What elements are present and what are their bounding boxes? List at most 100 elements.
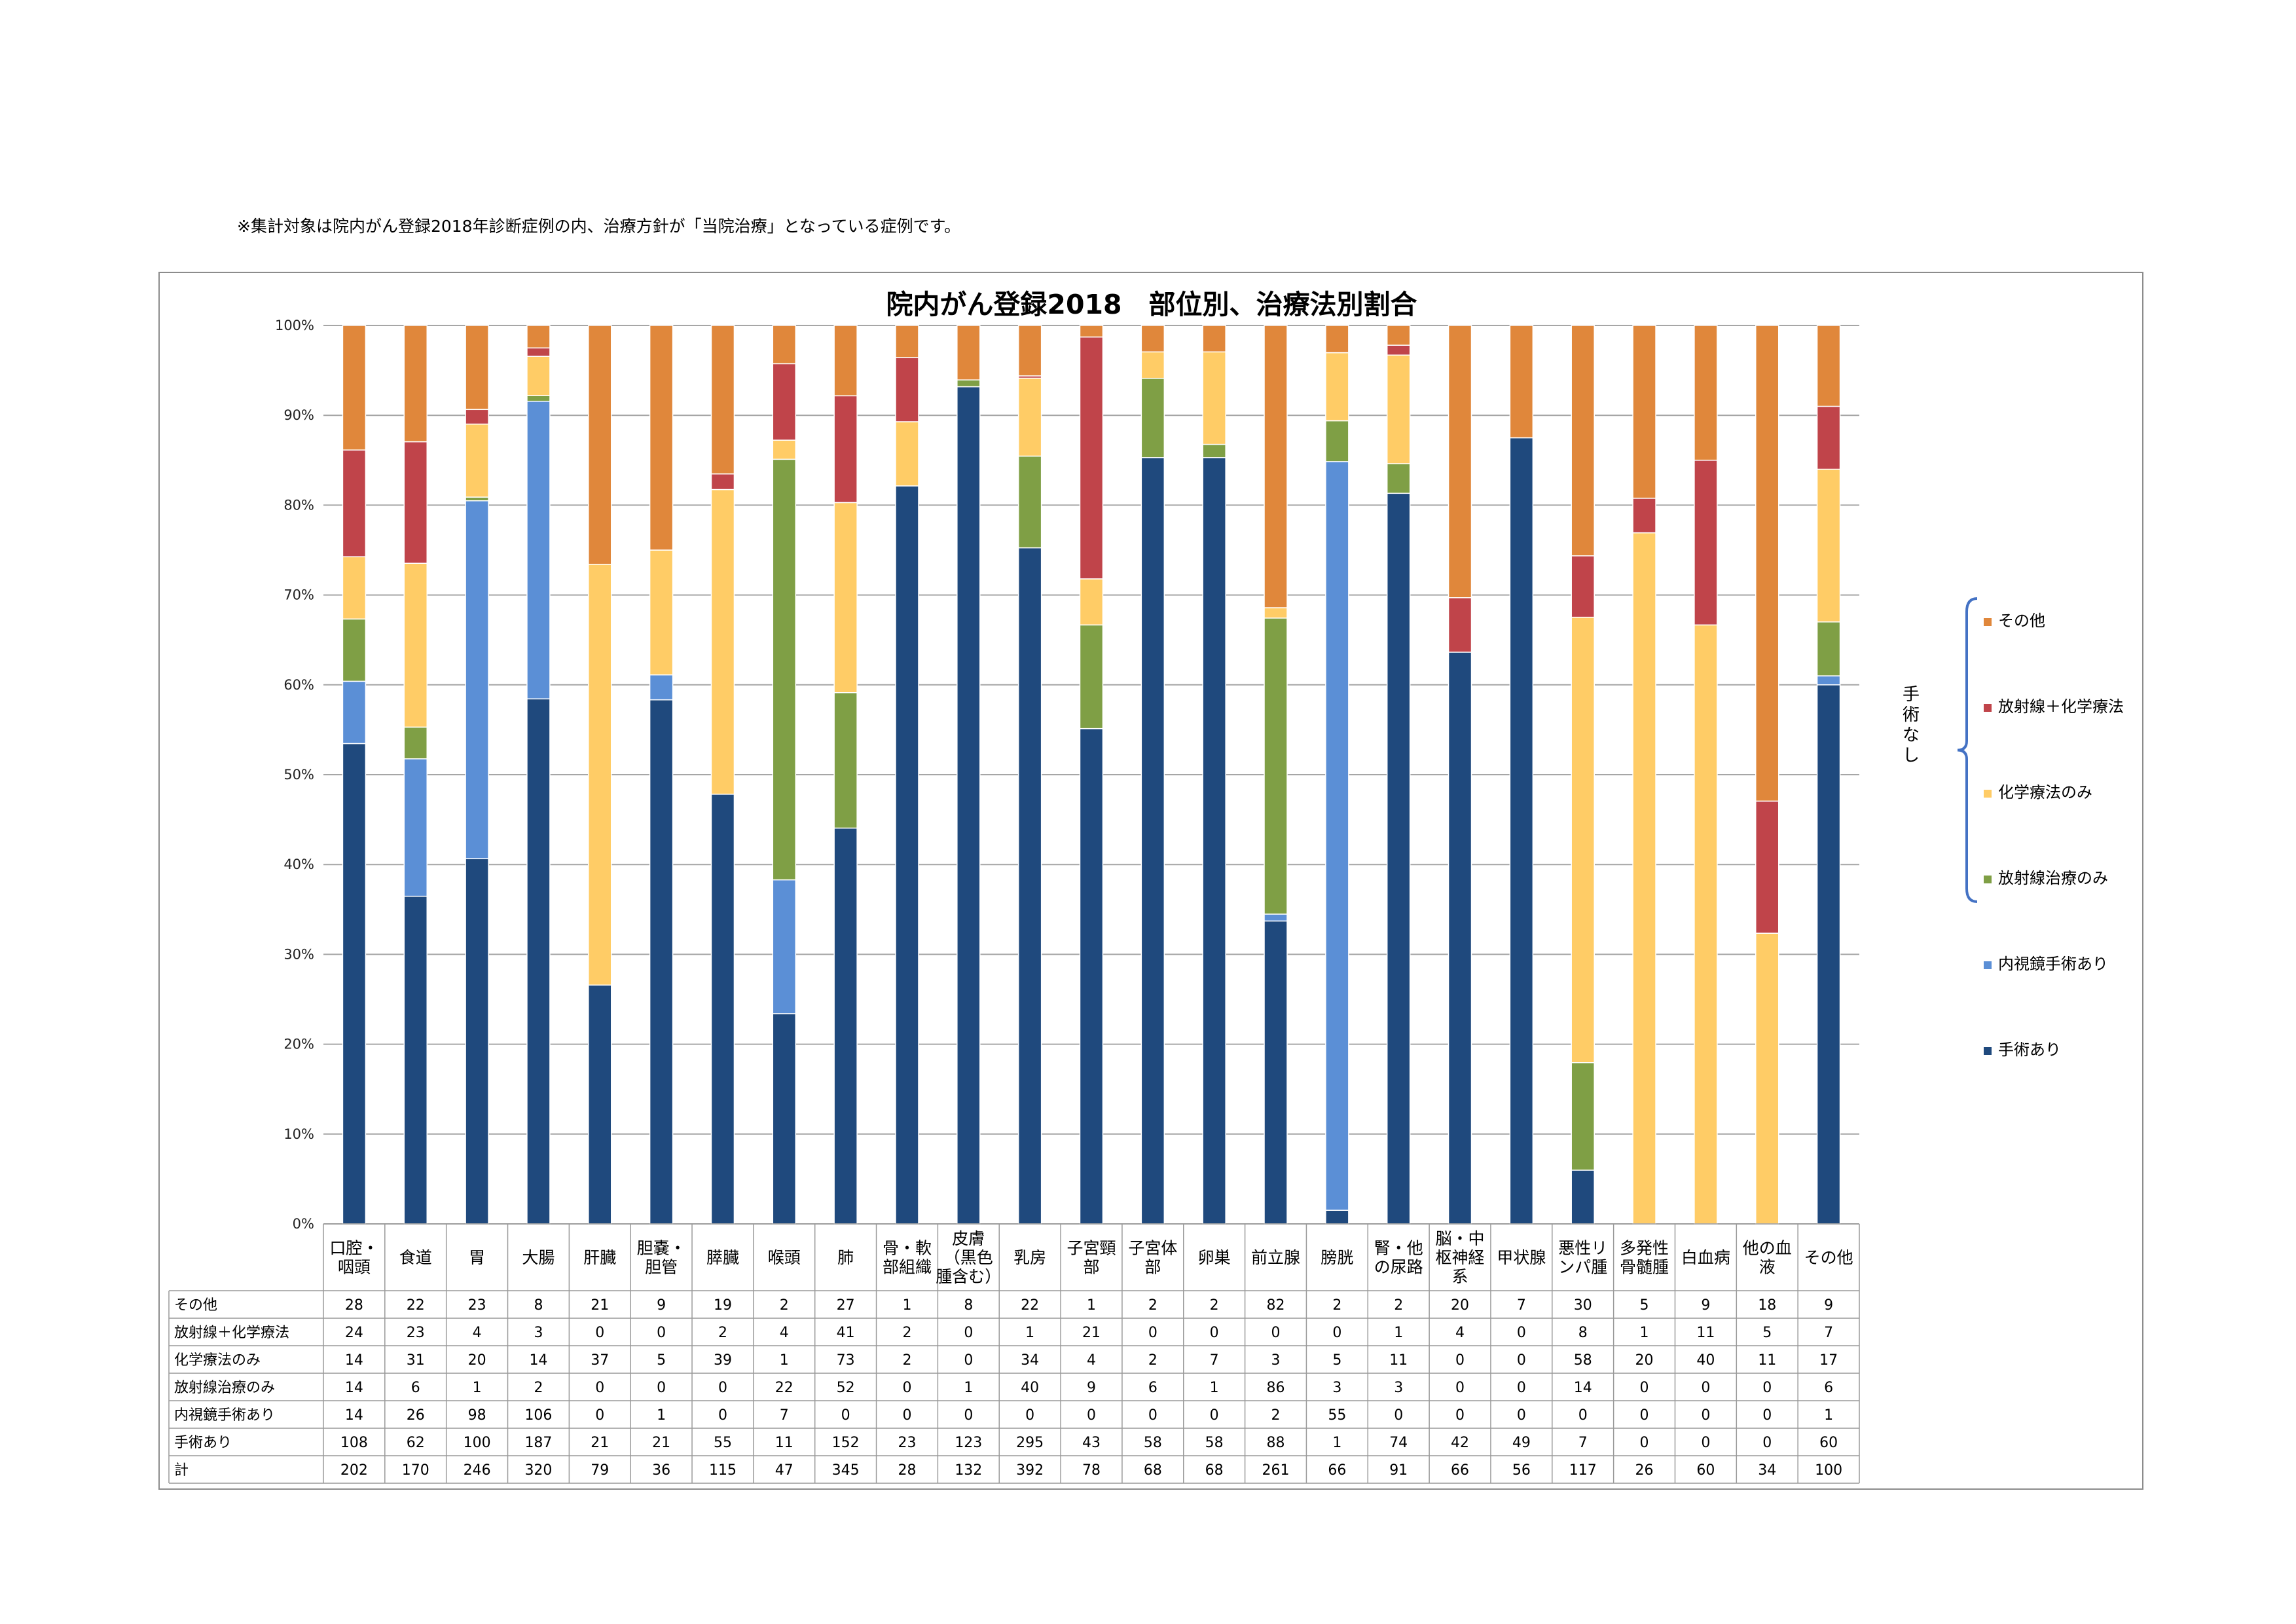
bar-segment bbox=[772, 439, 797, 460]
table-cell: 295 bbox=[1016, 1435, 1044, 1451]
table-cell: 2 bbox=[718, 1325, 727, 1341]
category-label: 咽頭 bbox=[338, 1258, 371, 1277]
category-label: 胃 bbox=[469, 1248, 485, 1267]
table-cell: 22 bbox=[775, 1380, 793, 1396]
table-cell: 170 bbox=[402, 1462, 429, 1479]
bar-segment bbox=[1079, 624, 1104, 729]
bar-segment bbox=[526, 325, 551, 349]
table-cell: 1 bbox=[657, 1407, 666, 1424]
chart-frame: 院内がん登録2018 部位別、治療法別割合 0% 10% 20% 30% 40% 50% 6… bbox=[158, 272, 2143, 1490]
bar-segment bbox=[1325, 352, 1349, 422]
table-cell: 9 bbox=[1087, 1380, 1096, 1396]
table-cell: 73 bbox=[837, 1352, 855, 1369]
bar-segment bbox=[772, 325, 797, 365]
bar-segment bbox=[465, 423, 489, 498]
table-cell: 21 bbox=[1082, 1325, 1101, 1341]
bar-segment bbox=[1816, 405, 1841, 470]
bar-segment bbox=[1017, 455, 1042, 549]
table-cell: 2 bbox=[902, 1325, 911, 1341]
table-cell: 17 bbox=[1819, 1352, 1838, 1369]
category-label: 子宮頸 bbox=[1066, 1239, 1116, 1258]
table-cell: 0 bbox=[1762, 1407, 1772, 1424]
table-cell: 2 bbox=[534, 1380, 543, 1396]
bar-segment bbox=[895, 421, 919, 487]
table-cell: 49 bbox=[1512, 1435, 1531, 1451]
category-label: の尿路 bbox=[1374, 1258, 1423, 1277]
table-cell: 9 bbox=[1824, 1297, 1833, 1314]
bar-segment bbox=[1632, 498, 1656, 534]
bar-segment bbox=[403, 895, 428, 1225]
table-row-label: 化学療法のみ bbox=[174, 1352, 261, 1369]
bar-segment bbox=[1448, 597, 1472, 653]
bar-segment bbox=[772, 879, 797, 1014]
table-cell: 7 bbox=[1824, 1325, 1833, 1341]
table-row-label: 放射線＋化学療法 bbox=[174, 1325, 289, 1341]
table-cell: 1 bbox=[964, 1380, 973, 1396]
bar-segment bbox=[403, 563, 428, 728]
table-cell: 0 bbox=[1640, 1380, 1649, 1396]
bar-segment bbox=[1571, 325, 1595, 557]
bar-segment bbox=[526, 401, 551, 699]
bar-segment bbox=[1079, 578, 1104, 626]
table-cell: 0 bbox=[1701, 1407, 1710, 1424]
table-cell: 246 bbox=[464, 1462, 491, 1479]
table-cell: 34 bbox=[1021, 1352, 1039, 1369]
table-cell: 1 bbox=[1025, 1325, 1034, 1341]
table-cell: 14 bbox=[345, 1352, 363, 1369]
table-cell: 24 bbox=[345, 1325, 363, 1341]
y-tick-label: 0% bbox=[293, 1216, 314, 1232]
table-cell: 108 bbox=[340, 1435, 368, 1451]
table-cell: 1 bbox=[1332, 1435, 1341, 1451]
table-cell: 19 bbox=[714, 1297, 732, 1314]
table-row-label: 放射線治療のみ bbox=[174, 1380, 275, 1396]
table-cell: 7 bbox=[1578, 1435, 1588, 1451]
bar-segment bbox=[1264, 920, 1288, 1225]
bar-segment bbox=[588, 984, 612, 1225]
bar-segment bbox=[588, 325, 612, 565]
bar-segment bbox=[1755, 932, 1779, 1225]
category-label: 系 bbox=[1452, 1267, 1468, 1286]
table-cell: 1 bbox=[1640, 1325, 1649, 1341]
category-label: 乳房 bbox=[1013, 1248, 1046, 1267]
category-label: 部組織 bbox=[883, 1258, 932, 1277]
table-cell: 0 bbox=[1517, 1352, 1526, 1369]
table-cell: 20 bbox=[1635, 1352, 1654, 1369]
bracket-label: な bbox=[1903, 726, 1920, 745]
bar-segment bbox=[710, 489, 735, 795]
table-cell: 4 bbox=[780, 1325, 789, 1341]
table-cell: 0 bbox=[1455, 1352, 1465, 1369]
bars bbox=[342, 325, 1841, 1225]
y-tick-label: 10% bbox=[283, 1126, 314, 1142]
category-label: 食道 bbox=[399, 1248, 432, 1267]
table-cell: 37 bbox=[591, 1352, 609, 1369]
y-tick-label: 60% bbox=[283, 677, 314, 693]
table-cell: 0 bbox=[1762, 1435, 1772, 1451]
table-cell: 14 bbox=[345, 1407, 363, 1424]
bar-segment bbox=[772, 363, 797, 441]
bar-segment bbox=[342, 618, 367, 682]
table-cell: 55 bbox=[714, 1435, 732, 1451]
table-cell: 20 bbox=[468, 1352, 486, 1369]
bar-segment bbox=[526, 347, 551, 357]
table-cell: 1 bbox=[1394, 1325, 1403, 1341]
table-cell: 11 bbox=[1389, 1352, 1408, 1369]
bar-segment bbox=[957, 386, 981, 1225]
table-cell: 117 bbox=[1569, 1462, 1597, 1479]
bar-segment bbox=[833, 827, 858, 1225]
table-row-label: その他 bbox=[174, 1297, 217, 1314]
legend-swatch bbox=[1984, 618, 1992, 626]
category-label: （黒色 bbox=[944, 1248, 993, 1267]
bar-segment bbox=[342, 680, 367, 745]
table-cell: 0 bbox=[902, 1407, 911, 1424]
bar-segment bbox=[772, 458, 797, 881]
table-cell: 23 bbox=[407, 1325, 425, 1341]
y-tick-label: 30% bbox=[283, 946, 314, 962]
bar-segment bbox=[833, 325, 858, 397]
bar-segment bbox=[1755, 800, 1779, 934]
table-cell: 68 bbox=[1205, 1462, 1224, 1479]
table-cell: 4 bbox=[1087, 1352, 1096, 1369]
table-cell: 152 bbox=[832, 1435, 860, 1451]
table-cell: 0 bbox=[964, 1352, 973, 1369]
category-label: その他 bbox=[1804, 1248, 1853, 1267]
